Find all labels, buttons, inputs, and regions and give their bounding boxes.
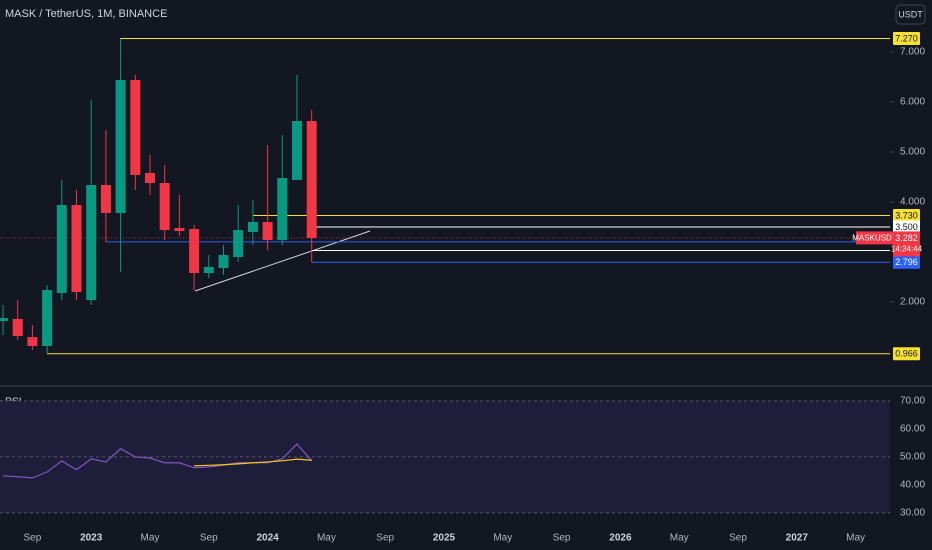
last-price-tag	[893, 231, 920, 257]
x-tick-label: Sep	[376, 533, 394, 544]
currency-button[interactable]	[895, 4, 926, 25]
y-tick-label: 6.000	[900, 97, 925, 108]
candle-body	[247, 222, 258, 232]
trend-line	[194, 230, 371, 292]
x-tick-label: May	[670, 533, 689, 544]
last-symbol-tag	[856, 231, 893, 245]
x-tick-label: 2026	[609, 533, 632, 544]
level-tag-label: 3.500	[895, 222, 918, 232]
level-tag-label: 2.796	[895, 257, 918, 267]
x-tick-label: Sep	[200, 533, 218, 544]
countdown: 14:34:44	[891, 245, 923, 254]
rsi-tick-label: 70.00	[900, 396, 925, 407]
x-tick-label: May	[846, 533, 865, 544]
x-tick-label: May	[141, 533, 160, 544]
candle-body	[277, 178, 288, 240]
x-tick-label: Sep	[553, 533, 571, 544]
x-tick-label: Sep	[729, 533, 747, 544]
x-tick-label: May	[317, 533, 336, 544]
candle-body	[218, 255, 229, 268]
candle-body	[27, 337, 38, 346]
level-tag-label: 0.966	[895, 349, 918, 359]
x-tick-label: 2027	[786, 533, 809, 544]
candle-body	[233, 230, 244, 257]
candle-body	[130, 80, 141, 175]
y-tick-label: 5.000	[900, 147, 925, 158]
y-tick-label: 7.000	[900, 47, 925, 58]
x-tick-label: 2023	[80, 533, 103, 544]
candle-body	[56, 205, 67, 293]
currency-button-label[interactable]: USDT	[898, 9, 923, 19]
candle-body	[0, 318, 8, 321]
candle-body	[174, 228, 185, 231]
candle-body	[306, 121, 317, 238]
last-price-label: 3.282	[895, 233, 918, 243]
y-tick-label: 2.000	[900, 297, 925, 308]
candle-body	[115, 80, 126, 213]
candle-body	[42, 290, 53, 346]
candle-body	[100, 185, 111, 213]
level-tag-label: 7.270	[895, 33, 918, 43]
candle-body	[86, 185, 97, 300]
y-tick-label: 4.000	[900, 197, 925, 208]
level-tag	[893, 32, 920, 45]
rsi-tick-label: 40.00	[900, 480, 925, 491]
rsi-tick-label: 50.00	[900, 452, 925, 463]
level-tag	[893, 209, 920, 222]
candle-body	[292, 121, 302, 180]
x-tick-label: 2025	[433, 533, 456, 544]
level-tag	[893, 255, 920, 269]
rsi-tick-label: 30.00	[900, 508, 925, 519]
candle-body	[262, 222, 273, 240]
x-tick-label: May	[493, 533, 512, 544]
candle-body	[145, 173, 155, 183]
candle-body	[189, 229, 200, 273]
rsi-tick-label: 60.00	[900, 424, 925, 435]
candle-body	[12, 319, 23, 336]
level-tag	[893, 347, 920, 361]
x-tick-label: 2024	[256, 533, 279, 544]
candle-body	[71, 205, 82, 292]
level-tag	[893, 220, 920, 234]
chart-title: MASK / TetherUS, 1M, BINANCE	[5, 8, 167, 20]
candle-body	[159, 183, 170, 230]
level-tag-label: 3.730	[895, 210, 918, 220]
x-tick-label: Sep	[24, 533, 42, 544]
rsi-ma-line	[194, 458, 312, 467]
candle-body	[203, 267, 214, 273]
last-symbol: MASKUSDT	[852, 234, 897, 243]
